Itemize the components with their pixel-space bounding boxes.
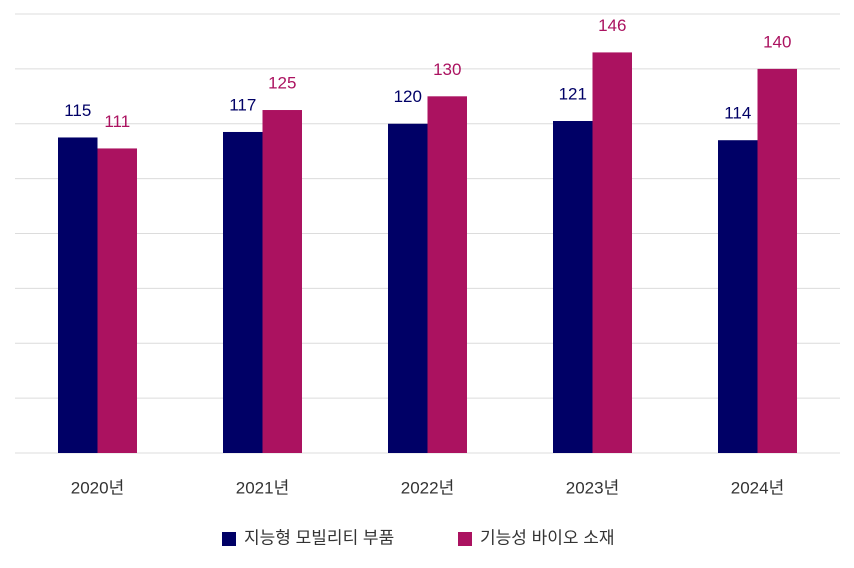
legend-label: 기능성 바이오 소재 [480,528,615,547]
bar [262,110,302,453]
bar [718,140,758,453]
bar [553,121,593,453]
bar [223,131,263,453]
x-tick-label: 2021년 [236,478,289,497]
x-tick-label: 2023년 [566,478,619,497]
data-label: 115 [64,101,91,120]
data-label: 121 [559,84,587,103]
bar [388,123,428,453]
data-label: 120 [394,87,422,106]
bar [757,68,797,453]
bar [58,137,98,453]
bar [97,148,137,453]
legend-swatch [458,532,472,546]
data-label: 117 [229,95,256,114]
legend-swatch [222,532,236,546]
data-label: 125 [268,74,296,93]
x-tick-label: 2022년 [401,478,454,497]
data-label: 130 [433,60,461,79]
bar [592,52,632,453]
legend-label: 지능형 모빌리티 부품 [244,528,394,547]
bar [427,96,467,453]
data-label: 146 [598,16,626,35]
data-label: 140 [763,32,791,51]
data-label: 114 [724,104,751,123]
data-label: 111 [104,112,130,131]
x-tick-label: 2024년 [731,478,784,497]
x-tick-label: 2020년 [71,478,124,497]
